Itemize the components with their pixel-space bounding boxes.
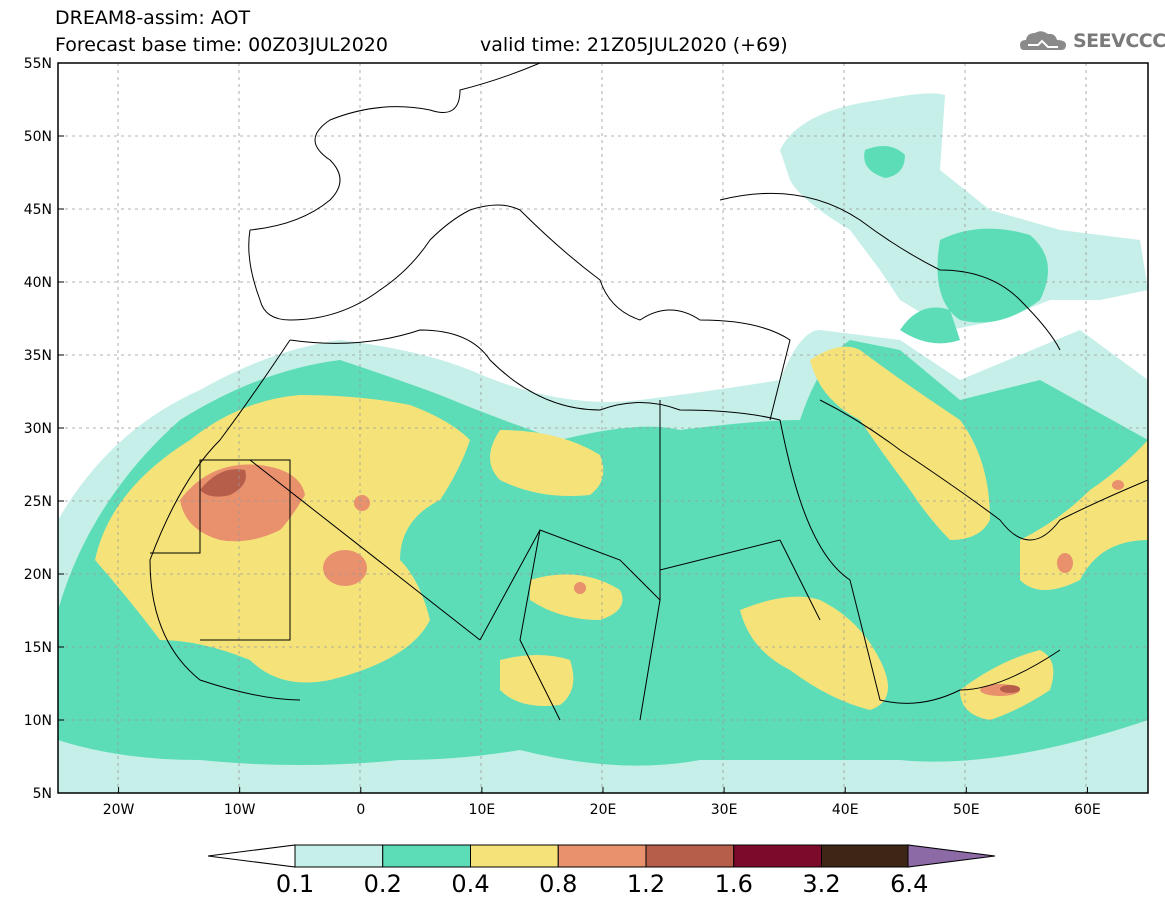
map-title: DREAM8-assim: AOT (55, 7, 251, 29)
colorbar-label: 0.8 (539, 870, 578, 898)
lat-label: 45N (24, 202, 52, 218)
lon-label: 30E (711, 802, 738, 818)
longitude-axis: 20W 10W 0 10E 20E 30E 40E 50E 60E (103, 787, 1101, 818)
valid-time: valid time: 21Z05JUL2020 (+69) (480, 34, 788, 56)
colorbar-swatch (294, 844, 384, 868)
colorbar-label: 0.2 (363, 870, 402, 898)
colorbar-label: 1.6 (714, 870, 753, 898)
lat-label: 20N (24, 567, 52, 583)
colorbar-low-arrow (207, 844, 296, 868)
lon-label: 20E (590, 802, 617, 818)
lat-label: 35N (24, 348, 52, 364)
lon-label: 50E (953, 802, 980, 818)
lat-label: 5N (33, 786, 52, 802)
lon-label: 40E (832, 802, 859, 818)
colorbar-label: 6.4 (890, 870, 929, 898)
colorbar-label: 0.4 (451, 870, 490, 898)
colorbar-label: 3.2 (802, 870, 841, 898)
colorbar-swatch (557, 844, 647, 868)
colorbar-swatch (821, 844, 910, 868)
lon-label: 60E (1074, 802, 1101, 818)
lon-label: 10E (469, 802, 496, 818)
lat-label: 30N (24, 421, 52, 437)
cloud-logo-icon (1020, 31, 1066, 50)
lat-label: 15N (24, 640, 52, 656)
colorbar-label: 1.2 (626, 870, 666, 898)
forecast-base-time: Forecast base time: 00Z03JUL2020 (55, 34, 388, 56)
latitude-axis: 55N 50N 45N 40N 35N 30N 25N 20N 15N 10N 5N (24, 56, 64, 802)
lon-label: 0 (356, 802, 365, 818)
colorbar-swatch (645, 844, 735, 868)
lon-label: 20W (103, 802, 135, 818)
coastlines (149, 63, 1148, 721)
colorbar (207, 844, 996, 868)
lat-label: 50N (24, 129, 52, 145)
lat-label: 25N (24, 494, 52, 510)
aot-region-moderate (95, 346, 1148, 720)
aot-region-very-high (200, 469, 1020, 693)
logo-text: SEEVCCC (1073, 30, 1165, 52)
lat-label: 55N (24, 56, 52, 72)
map-gridlines (58, 63, 1148, 793)
lat-label: 40N (24, 275, 52, 291)
colorbar-swatch (382, 844, 471, 868)
colorbar-swatch (470, 844, 559, 868)
colorbar-label: 0.1 (275, 870, 315, 898)
lat-label: 10N (24, 713, 52, 729)
colorbar-swatch (733, 844, 822, 868)
colorbar-high-arrow (907, 844, 996, 868)
lon-label: 10W (224, 802, 256, 818)
